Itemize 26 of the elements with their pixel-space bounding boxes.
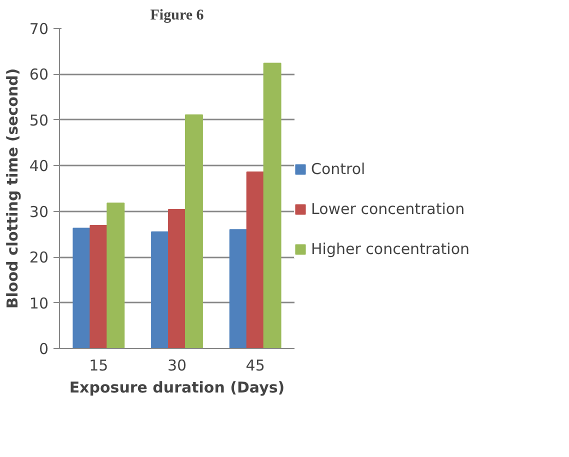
- y-tick-label: 40: [29, 157, 49, 176]
- legend-label: Higher concentration: [311, 240, 470, 258]
- bar: [168, 209, 186, 348]
- bar: [90, 225, 108, 348]
- bar: [263, 62, 282, 348]
- x-tick-label: 30: [167, 356, 187, 374]
- y-tick-label: 0: [38, 340, 49, 358]
- bar: [151, 231, 170, 348]
- y-tick-label: 70: [29, 20, 49, 38]
- y-tick-label: 30: [29, 202, 49, 221]
- y-tick-label: 50: [29, 111, 49, 130]
- legend-label: Control: [311, 160, 366, 178]
- bar: [246, 172, 264, 348]
- y-tick-label: 20: [29, 248, 49, 267]
- bar: [106, 202, 125, 348]
- y-tick-label: 10: [29, 294, 49, 312]
- x-tick-label: 15: [89, 356, 108, 374]
- legend-label: Lower concentration: [311, 200, 465, 218]
- bar: [72, 228, 91, 348]
- y-tick-label: 60: [29, 66, 49, 84]
- y-axis-title: Blood clotting time (second): [3, 68, 22, 309]
- x-tick-label: 45: [246, 356, 265, 374]
- bar: [229, 229, 248, 348]
- bar: [184, 114, 203, 348]
- chart-title: Figure 6: [150, 8, 204, 24]
- x-axis-title: Exposure duration (Days): [69, 378, 285, 396]
